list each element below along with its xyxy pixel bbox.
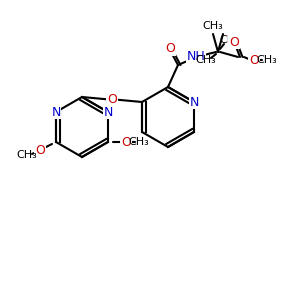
Text: O: O: [229, 35, 239, 49]
Text: CH₃: CH₃: [16, 150, 38, 160]
Text: NH: NH: [187, 50, 206, 64]
Text: O: O: [107, 93, 117, 106]
Text: CH₃: CH₃: [202, 21, 224, 31]
Text: O: O: [165, 43, 175, 56]
Text: O: O: [121, 136, 131, 148]
Text: O: O: [35, 143, 45, 157]
Text: CH₃: CH₃: [196, 55, 216, 65]
Text: N: N: [103, 106, 113, 118]
Text: CH₃: CH₃: [220, 35, 240, 45]
Text: N: N: [189, 95, 199, 109]
Text: CH₃: CH₃: [256, 55, 278, 65]
Text: CH₃: CH₃: [129, 137, 149, 147]
Text: N: N: [51, 106, 61, 118]
Text: O: O: [249, 53, 259, 67]
